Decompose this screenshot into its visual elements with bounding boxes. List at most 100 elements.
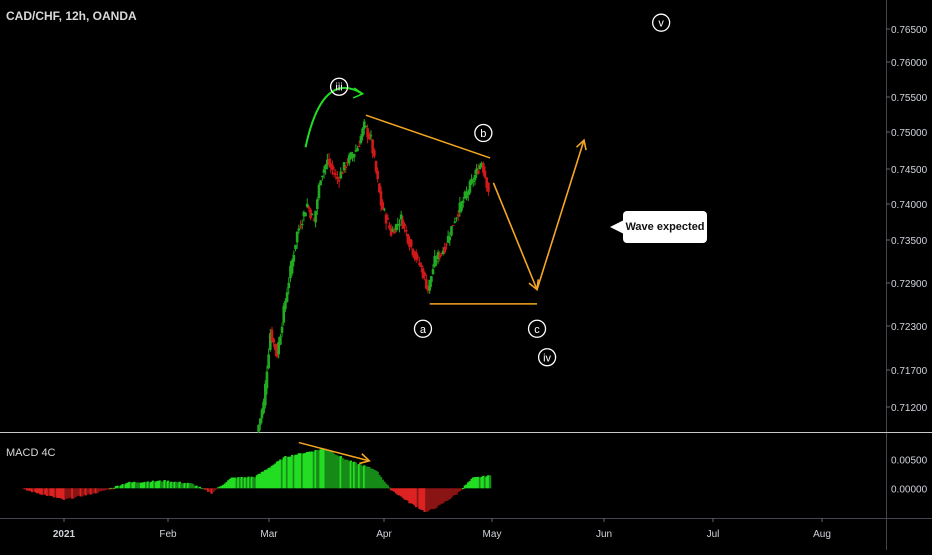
macd-bar bbox=[304, 452, 307, 489]
macd-bar bbox=[280, 459, 284, 489]
macd-bar bbox=[116, 485, 119, 489]
macd-bar bbox=[129, 482, 133, 489]
macd-bar bbox=[178, 481, 181, 489]
price-tick-label: 0.75500 bbox=[891, 93, 928, 104]
macd-bar bbox=[183, 482, 186, 489]
macd-bar bbox=[252, 476, 255, 489]
candle-body bbox=[399, 214, 403, 220]
candle-body bbox=[331, 164, 334, 170]
candle-body bbox=[314, 210, 317, 223]
candle-body bbox=[275, 346, 279, 357]
macd-bar bbox=[485, 476, 488, 489]
wave-label-circle bbox=[537, 348, 557, 367]
candle-body bbox=[326, 159, 329, 166]
macd-bar bbox=[284, 456, 287, 489]
macd-bar bbox=[74, 488, 77, 497]
macd-bar bbox=[25, 488, 29, 491]
macd-bar bbox=[108, 488, 111, 490]
candle-body bbox=[364, 126, 368, 128]
candle-body bbox=[263, 383, 267, 406]
macd-indicator-title[interactable]: MACD 4C bbox=[6, 447, 56, 459]
candle-body bbox=[310, 214, 314, 216]
macd-bar bbox=[57, 488, 61, 498]
wave-label-text: b bbox=[480, 128, 486, 140]
macd-bar bbox=[388, 487, 391, 489]
macd-bar bbox=[433, 488, 436, 509]
macd-bar bbox=[72, 488, 76, 499]
candle-body bbox=[461, 200, 465, 203]
candle-body bbox=[441, 250, 445, 254]
macd-bar bbox=[391, 488, 394, 491]
macd-bar bbox=[369, 468, 373, 489]
macd-bar bbox=[91, 488, 94, 495]
candle-body bbox=[366, 128, 369, 138]
macd-bar bbox=[290, 454, 294, 489]
macd-bar bbox=[425, 488, 428, 512]
time-tick-label: Jun bbox=[596, 529, 612, 540]
macd-bar bbox=[29, 488, 32, 491]
macd-bar bbox=[430, 488, 433, 510]
macd-bar bbox=[96, 488, 99, 494]
macd-bar bbox=[477, 476, 480, 489]
wave-label-text: iii bbox=[335, 82, 342, 94]
macd-bar bbox=[309, 451, 312, 489]
candle-body bbox=[356, 148, 359, 152]
macd-bar bbox=[364, 466, 368, 489]
macd-bar bbox=[299, 453, 302, 489]
macd-bar bbox=[210, 488, 213, 494]
macd-bar bbox=[394, 488, 398, 494]
candle-body bbox=[315, 199, 319, 210]
candle-body bbox=[460, 201, 463, 211]
macd-bar bbox=[403, 488, 406, 500]
macd-bar bbox=[453, 488, 457, 495]
candle-body bbox=[453, 221, 457, 223]
wave-expected-callout[interactable]: Wave expected bbox=[623, 211, 707, 243]
candle-body bbox=[369, 135, 373, 137]
macd-bar bbox=[470, 478, 473, 489]
macd-bar bbox=[478, 477, 482, 489]
macd-bar bbox=[212, 488, 215, 492]
macd-bar bbox=[435, 488, 438, 508]
candle-body bbox=[403, 223, 406, 227]
candle-body bbox=[475, 168, 478, 175]
macd-bar bbox=[150, 481, 153, 489]
candle-body bbox=[389, 227, 393, 236]
candle-body bbox=[478, 165, 482, 169]
candle-body bbox=[458, 202, 462, 213]
candle-body bbox=[376, 170, 379, 180]
macd-bar bbox=[161, 481, 165, 489]
macd-bar bbox=[34, 488, 37, 493]
macd-bar bbox=[436, 488, 440, 506]
macd-bar bbox=[67, 488, 71, 499]
macd-bar bbox=[351, 462, 354, 489]
candle-body bbox=[455, 217, 458, 219]
candle-body bbox=[299, 226, 302, 228]
macd-bar bbox=[314, 449, 317, 489]
macd-bar bbox=[475, 477, 478, 489]
candle-body bbox=[347, 155, 351, 164]
wave-labels: iii b a c iv v bbox=[329, 13, 671, 367]
candle-body bbox=[354, 150, 358, 152]
macd-bar bbox=[173, 481, 176, 489]
price-tick-label: 0.74500 bbox=[891, 165, 928, 176]
macd-bar bbox=[185, 483, 188, 489]
macd-bar bbox=[205, 488, 208, 490]
macd-bar bbox=[446, 488, 450, 501]
macd-bar bbox=[32, 488, 36, 492]
macd-bar bbox=[109, 487, 113, 489]
candle-body bbox=[290, 260, 294, 274]
macd-bar bbox=[265, 469, 269, 489]
macd-bar bbox=[153, 481, 156, 489]
macd-bar bbox=[200, 488, 203, 490]
macd-bar bbox=[82, 488, 86, 495]
candle-body bbox=[317, 184, 321, 199]
macd-bar bbox=[202, 488, 205, 490]
wave-label-circle bbox=[527, 319, 547, 338]
macd-bar bbox=[213, 488, 217, 491]
candle-body bbox=[418, 262, 421, 266]
candle-body bbox=[379, 191, 383, 206]
price-tick-label: 0.74000 bbox=[891, 200, 928, 211]
macd-bar bbox=[37, 488, 41, 494]
macd-bar bbox=[342, 459, 346, 489]
